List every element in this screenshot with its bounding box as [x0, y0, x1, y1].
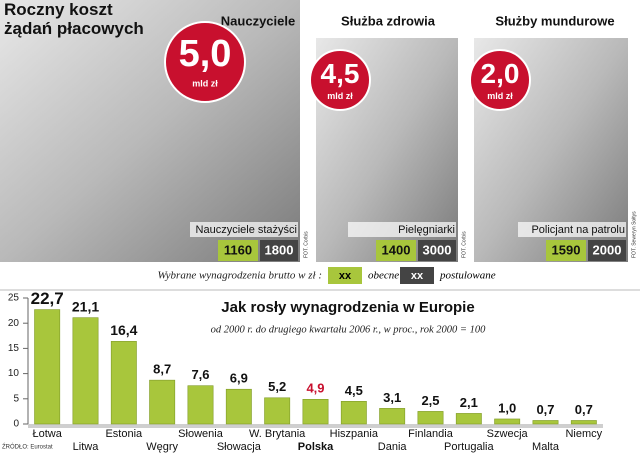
bar [302, 399, 329, 425]
role: Policjant na patrolu [531, 224, 625, 236]
bar [417, 411, 444, 425]
value-label: 2,1 [460, 395, 478, 410]
x-tick-label: Malta [532, 441, 560, 453]
current-box [546, 240, 586, 261]
base-platform [28, 424, 603, 428]
cost-unit: mld zł [327, 91, 353, 101]
value-label: 4,9 [306, 381, 324, 396]
value-label: 7,6 [191, 367, 209, 382]
legend-current-sample: xx [339, 270, 352, 282]
value-label: 16,4 [110, 322, 137, 338]
legend-proposed: postulowane [439, 270, 496, 282]
chart-subtitle: od 2000 r. do drugiego kwartału 2006 r.,… [211, 324, 486, 335]
bar [225, 388, 252, 425]
x-tick-label: Słowenia [178, 428, 224, 440]
proposed-box [588, 240, 626, 261]
value-label: 4,5 [345, 383, 363, 398]
x-tick-label: Litwa [73, 441, 100, 453]
value-label: 6,9 [230, 371, 248, 386]
cost-bubble [164, 21, 246, 103]
x-tick-label: Węgry [146, 441, 178, 453]
x-tick-label: Estonia [105, 428, 143, 440]
x-tick-label: Polska [298, 441, 334, 453]
y-tick-label: 20 [8, 318, 20, 329]
legend-current-swatch [328, 267, 362, 284]
proposed-box [418, 240, 456, 261]
page-title: Roczny koszt żądań płacowych [4, 0, 144, 38]
bar [379, 408, 406, 425]
value-label: 1,0 [498, 400, 516, 415]
legend-proposed-swatch [400, 267, 434, 284]
current-box [218, 240, 258, 261]
role: Nauczyciele stażyści [196, 224, 297, 236]
current-salary: 1160 [224, 242, 252, 257]
proposed-salary: 2000 [593, 242, 622, 257]
y-tick-label: 25 [8, 293, 20, 304]
cost-bubble [309, 49, 371, 111]
value-label: 21,1 [72, 298, 99, 314]
bar [149, 379, 176, 425]
bar [494, 418, 521, 425]
proposed-salary: 3000 [423, 242, 452, 257]
value-label: 22,7 [31, 289, 64, 308]
role: Pielęgniarki [398, 224, 455, 236]
cost-value: 5,0 [179, 33, 232, 75]
bar [340, 401, 367, 425]
value-label: 2,5 [421, 393, 439, 408]
value-label: 3,1 [383, 390, 401, 405]
cost-bubble [469, 49, 531, 111]
y-tick-label: 10 [8, 368, 20, 379]
bar [570, 420, 597, 425]
current-salary: 1590 [552, 242, 581, 257]
bar [455, 413, 482, 425]
bar [187, 385, 214, 425]
cost-unit: mld zł [192, 78, 218, 88]
panel-title: Służba zdrowia [341, 13, 436, 28]
chart-title: Jak rosły wynagrodzenia w Europie [221, 299, 474, 316]
role-bg [518, 222, 626, 237]
cost-value: 2,0 [481, 58, 520, 89]
bar [72, 317, 99, 425]
current-salary: 1400 [382, 242, 411, 257]
role-bg [348, 222, 456, 237]
value-label: 0,7 [536, 402, 554, 417]
x-tick-label: Słowacja [217, 441, 262, 453]
photo-credit: FOT. Seweryn Sołtys [631, 211, 637, 258]
photo-credit: FOT. Corbis [461, 231, 467, 258]
y-tick-label: 5 [13, 393, 19, 404]
bar [532, 420, 559, 425]
value-label: 5,2 [268, 379, 286, 394]
source: ŹRÓDŁO: Eurostat [2, 444, 53, 451]
panel-title: Nauczyciele [221, 13, 295, 28]
value-label: 0,7 [575, 402, 593, 417]
cost-value: 4,5 [321, 58, 360, 89]
photo-credit: FOT. Corbis [303, 231, 309, 258]
x-tick-label: Dania [378, 441, 408, 453]
bar [110, 341, 137, 425]
panel-title: Służby mundurowe [495, 13, 614, 28]
y-tick-label: 0 [13, 419, 19, 430]
value-label: 8,7 [153, 362, 171, 377]
x-tick-label: Niemcy [565, 428, 602, 440]
current-box [376, 240, 416, 261]
bar [264, 397, 291, 425]
y-tick-label: 15 [8, 343, 20, 354]
cost-unit: mld zł [487, 91, 513, 101]
x-tick-label: W. Brytania [249, 428, 306, 440]
role-bg [190, 222, 298, 237]
x-tick-label: Łotwa [32, 428, 62, 440]
proposed-salary: 1800 [265, 242, 294, 257]
bar [34, 309, 61, 425]
photo [0, 0, 300, 262]
x-tick-label: Portugalia [444, 441, 494, 453]
x-tick-label: Hiszpania [330, 428, 379, 440]
x-tick-label: Szwecja [487, 428, 529, 440]
legend-caption: Wybrane wynagrodzenia brutto w zł : [158, 270, 323, 282]
x-tick-label: Finlandia [408, 428, 454, 440]
legend-current: obecne [368, 270, 399, 282]
legend-proposed-sample: xx [411, 270, 424, 282]
proposed-box [260, 240, 298, 261]
